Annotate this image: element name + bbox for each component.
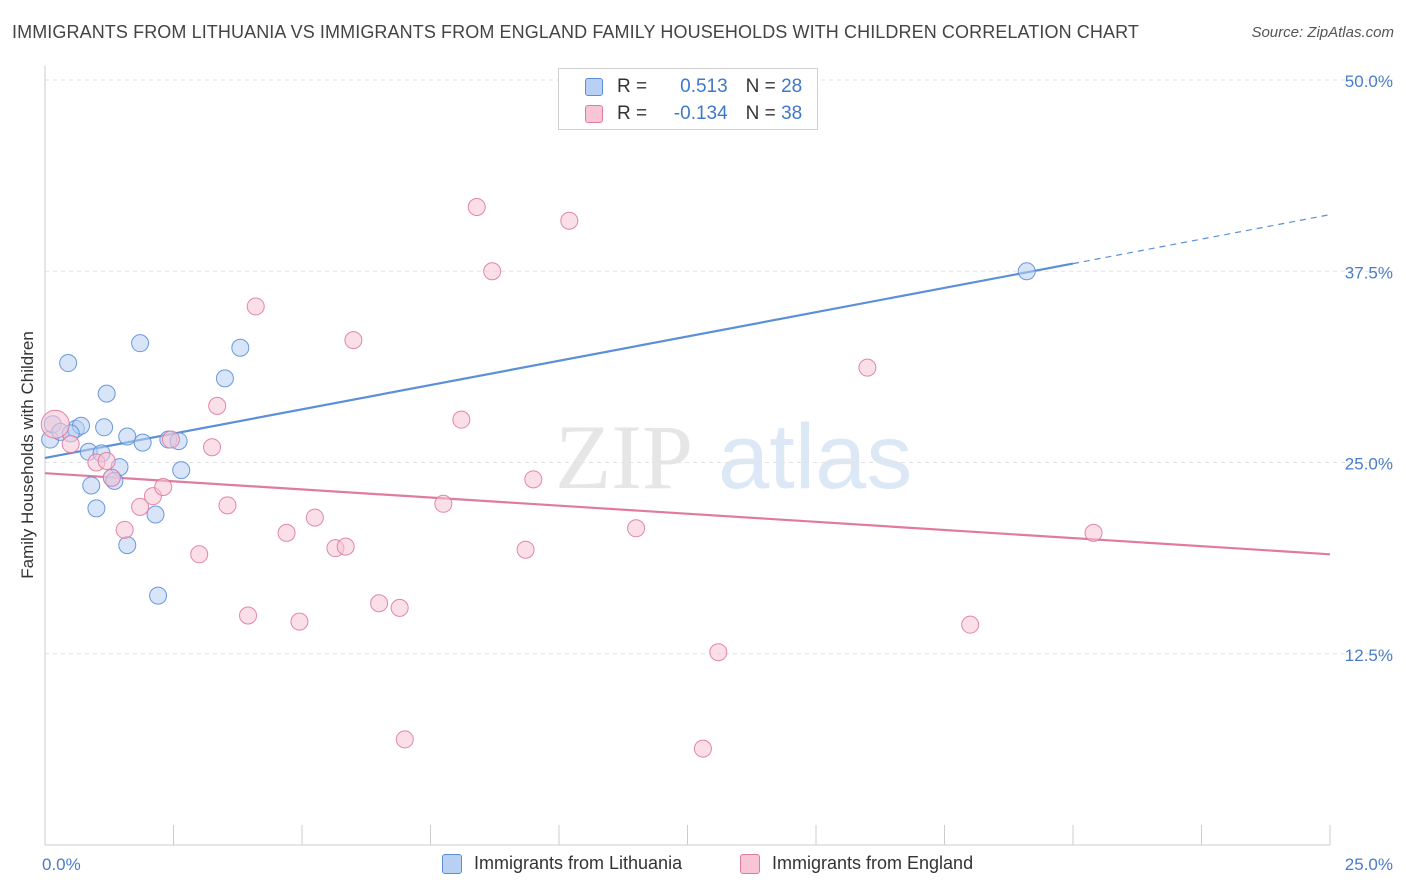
- legend-swatch-england: [585, 105, 603, 123]
- point-england-3: [97, 451, 116, 470]
- point-england-27: [467, 197, 486, 216]
- trend-line-0: [44, 262, 1074, 459]
- point-england-28: [483, 262, 502, 281]
- point-england-30: [524, 470, 543, 489]
- gridlines: [45, 79, 1393, 655]
- point-england-31: [560, 211, 579, 230]
- y-tick-label-1: 25.0%: [1345, 455, 1393, 474]
- trend-line-extension-0: [1072, 214, 1331, 265]
- legend-n-value-lithuania: 28: [781, 76, 803, 97]
- point-england-8: [154, 477, 173, 496]
- point-england-1: [61, 435, 80, 454]
- watermark-zip: ZIP: [555, 406, 693, 508]
- legend-n-value-england: 38: [781, 103, 803, 124]
- point-lithuania-14: [118, 427, 137, 446]
- chart-title: IMMIGRANTS FROM LITHUANIA VS IMMIGRANTS …: [12, 22, 1139, 42]
- series-swatch-lithuania: [442, 853, 462, 874]
- point-lithuania-22: [215, 369, 234, 388]
- y-tick-label-0: 12.5%: [1345, 646, 1393, 665]
- point-lithuania-15: [131, 334, 150, 353]
- point-england-4: [102, 468, 121, 487]
- point-england-25: [434, 494, 453, 513]
- point-england-21: [344, 331, 363, 350]
- point-lithuania-10: [95, 418, 114, 437]
- point-england-5: [115, 520, 134, 539]
- legend-swatch-lithuania: [585, 78, 603, 96]
- legend-n-label: N =: [745, 103, 776, 124]
- point-lithuania-24: [1017, 262, 1036, 281]
- point-england-36: [961, 615, 980, 634]
- legend-r-label: R =: [617, 103, 648, 124]
- point-lithuania-21: [172, 461, 191, 480]
- y-tick-labels: 12.5% 25.0% 37.5% 50.0%: [1345, 72, 1393, 665]
- series-label-lithuania: Immigrants from Lithuania: [474, 853, 683, 873]
- point-lithuania-7: [82, 476, 101, 495]
- point-lithuania-17: [146, 505, 165, 524]
- legend-r-label: R =: [617, 76, 648, 97]
- point-england-22: [370, 594, 389, 613]
- point-england-6: [131, 497, 150, 516]
- point-lithuania-19: [118, 536, 137, 555]
- data-points: [40, 197, 1103, 758]
- point-england-35: [858, 358, 877, 377]
- watermark: ZIP atlas: [555, 406, 912, 508]
- trend-line-1: [44, 472, 1331, 556]
- point-england-29: [516, 540, 535, 559]
- x-label-max: 25.0%: [1345, 855, 1393, 874]
- point-lithuania-16: [133, 433, 152, 452]
- point-england-14: [239, 606, 258, 625]
- series-swatch-england: [740, 853, 760, 874]
- point-lithuania-8: [87, 499, 106, 518]
- point-england-10: [190, 545, 209, 564]
- point-england-32: [627, 519, 646, 538]
- point-england-37: [1084, 523, 1103, 542]
- axes: [44, 66, 1331, 846]
- y-tick-label-3: 50.0%: [1345, 72, 1393, 91]
- point-england-13: [218, 496, 237, 515]
- point-england-17: [290, 612, 309, 631]
- point-lithuania-18: [149, 586, 168, 605]
- chart-source: Source: ZipAtlas.com: [1251, 24, 1394, 41]
- correlation-legend: R = 0.513 N = 28 R = -0.134 N = 38: [558, 68, 818, 130]
- point-lithuania-3: [59, 354, 78, 373]
- series-legend-lithuania: Immigrants from Lithuania: [442, 853, 682, 874]
- point-england-33: [693, 739, 712, 758]
- point-england-16: [277, 523, 296, 542]
- legend-row-england: R = -0.134 N = 38: [585, 102, 802, 126]
- y-tick-label-2: 37.5%: [1345, 263, 1393, 282]
- series-legend-england: Immigrants from England: [740, 853, 973, 874]
- point-england-12: [208, 396, 227, 415]
- series-label-england: Immigrants from England: [772, 853, 974, 873]
- point-england-34: [709, 643, 728, 662]
- x-end-labels: 0.0% 25.0%: [42, 855, 1393, 874]
- point-england-20: [336, 537, 355, 556]
- point-england-9: [161, 430, 180, 449]
- legend-n-label: N =: [745, 76, 776, 97]
- point-england-26: [452, 410, 471, 429]
- point-england-23: [390, 598, 409, 617]
- point-england-15: [246, 297, 265, 316]
- point-england-18: [305, 508, 324, 527]
- legend-row-lithuania: R = 0.513 N = 28: [585, 75, 802, 99]
- x-label-min: 0.0%: [42, 855, 81, 874]
- point-england-11: [203, 438, 222, 457]
- point-lithuania-23: [231, 338, 250, 357]
- point-lithuania-11: [97, 384, 116, 403]
- point-england-24: [395, 730, 414, 749]
- point-england-0: [40, 409, 70, 439]
- legend-r-value-lithuania: 0.513: [680, 76, 728, 97]
- trend-lines: [44, 214, 1331, 556]
- legend-r-value-england: -0.134: [673, 103, 728, 124]
- watermark-atlas: atlas: [718, 406, 912, 508]
